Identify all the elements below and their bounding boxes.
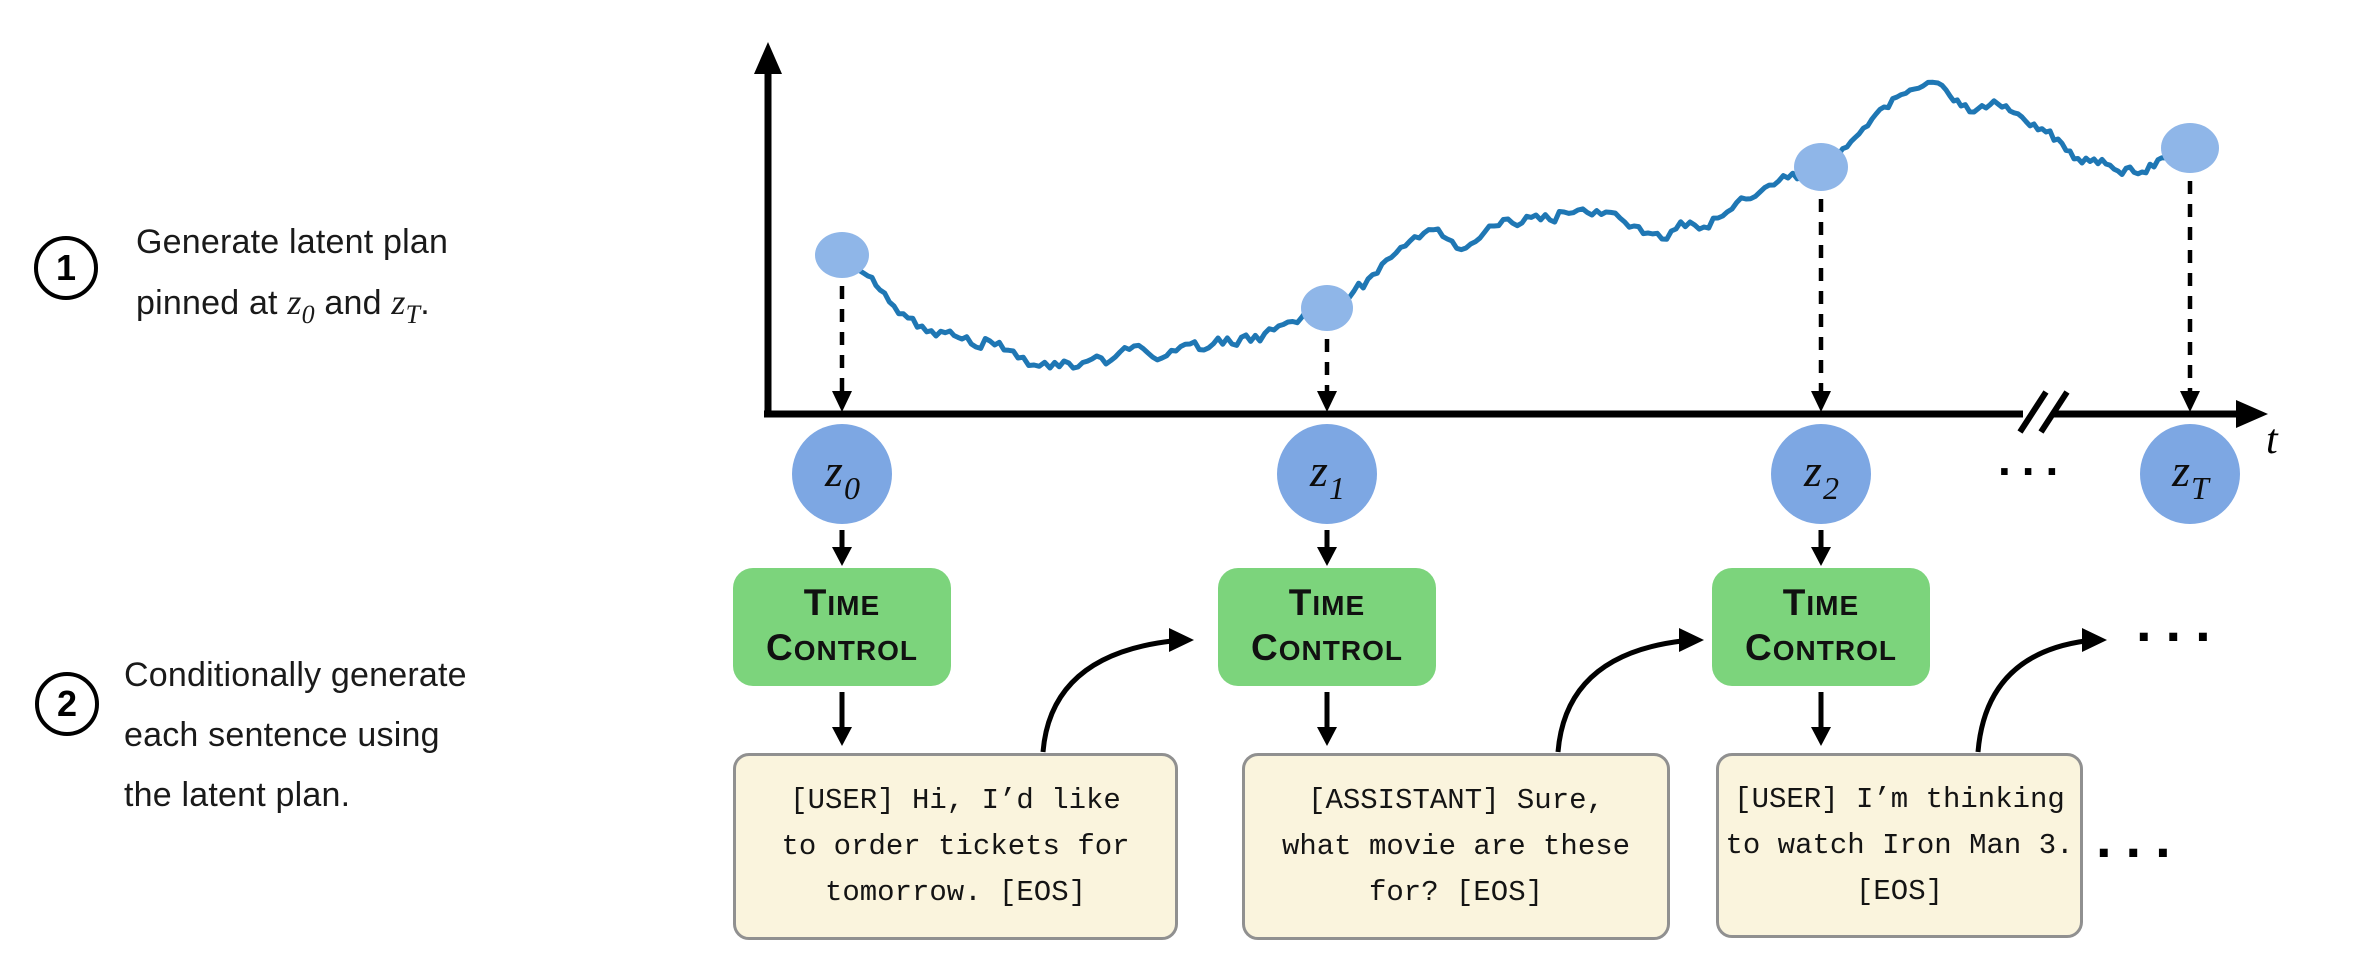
arrowhead-tc3-to-box3-icon: [1811, 727, 1831, 746]
time-control-box-1: Time Control: [733, 568, 951, 686]
latent-circle-z1: z1: [1277, 424, 1377, 524]
time-control-box-3: Time Control: [1712, 568, 1930, 686]
curved-arrowhead-3-icon: [2082, 628, 2107, 652]
curved-arrowhead-1-icon: [1169, 628, 1194, 652]
curve-pinned-dot-2: [1794, 143, 1848, 191]
dialogue-1-line-3: tomorrow. [EOS]: [824, 875, 1087, 909]
arrowhead-tc2-to-box2-icon: [1317, 727, 1337, 746]
math-zT: z: [391, 282, 406, 322]
step-1-description: Generate latent plan pinned at z0 and zT…: [136, 212, 448, 336]
dialogue-box-2: [ASSISTANT] Sure, what movie are these f…: [1242, 753, 1670, 940]
time-control-3-line-2: Control: [1745, 627, 1897, 668]
tc-to-dialogue-arrows: [839, 692, 1824, 732]
arrowhead-tc1-to-box1-icon: [832, 727, 852, 746]
curved-arrowhead-2-icon: [1679, 628, 1704, 652]
x-axis-arrowhead-icon: [2236, 400, 2268, 428]
time-control-box-2: Time Control: [1218, 568, 1436, 686]
dialogue-3-line-3: [EOS]: [1855, 874, 1943, 908]
time-control-row-ellipsis: ...: [2136, 590, 2225, 653]
curved-arrow-box3-to-next: [1975, 638, 2086, 753]
latent-to-tc-arrowheads: [832, 547, 1831, 566]
dashed-arrowhead-z1-icon: [1317, 391, 1337, 412]
curve-pinned-dot-3: [2161, 123, 2219, 173]
dialogue-row-ellipsis: ...: [2096, 806, 2185, 869]
arrowhead-z1-to-tc2-icon: [1317, 547, 1337, 566]
step-1-line-1: Generate latent plan: [136, 223, 449, 261]
y-axis-arrowhead-icon: [754, 42, 782, 74]
dialogue-1-line-1: [USER] Hi, I’d like: [790, 783, 1121, 817]
arrowhead-z0-to-tc1-icon: [832, 547, 852, 566]
latent-circle-z2: z2: [1771, 424, 1871, 524]
curved-feedback-arrows: [1040, 638, 2086, 753]
dashed-arrowhead-zT-icon: [2180, 391, 2200, 412]
step-1-number: 1: [55, 247, 77, 288]
dialogue-1-line-2: to order tickets for: [781, 829, 1130, 863]
dashed-arrowhead-z2-icon: [1811, 391, 1831, 412]
step-2-line-1: Conditionally generate: [124, 656, 467, 694]
dashed-arrowhead-z0-icon: [832, 391, 852, 412]
axes: [754, 42, 2268, 434]
axis-break-slash-2: [2038, 390, 2070, 434]
latent-circle-zT: zT: [2140, 424, 2240, 524]
dialogue-box-3: [USER] I’m thinking to watch Iron Man 3.…: [1716, 753, 2083, 938]
dialogue-2-line-3: for? [EOS]: [1368, 875, 1544, 909]
dialogue-3-line-2: to watch Iron Man 3.: [1725, 828, 2074, 862]
dialogue-2-line-1: [ASSISTANT] Sure,: [1308, 783, 1604, 817]
tc-to-dialogue-arrowheads: [832, 727, 1831, 746]
curved-arrow-box2-to-tc3: [1555, 638, 1683, 753]
math-z0: z: [287, 282, 302, 322]
step-2-line-3: the latent plan.: [124, 776, 351, 814]
latent-circle-z0: z0: [792, 424, 892, 524]
step-2-line-2: each sentence using: [124, 716, 440, 754]
dialogue-box-1: [USER] Hi, I’d like to order tickets for…: [733, 753, 1178, 940]
time-control-3-line-1: Time: [1782, 582, 1860, 623]
axis-break-slash-1: [2017, 390, 2049, 434]
step-1-line-2: pinned at z0 and zT.: [136, 282, 430, 329]
brownian-curve-path: [839, 79, 2193, 371]
dashed-projection-arrows: [839, 181, 2193, 392]
curved-arrow-box1-to-tc2: [1040, 638, 1173, 753]
time-control-1-line-2: Control: [766, 627, 918, 668]
step-2-description: Conditionally generate each sentence usi…: [124, 645, 467, 825]
dialogue-3-line-1: [USER] I’m thinking: [1734, 782, 2065, 816]
brownian-bridge-curve: [815, 79, 2219, 371]
time-control-2-line-2: Control: [1251, 627, 1403, 668]
time-control-2-line-1: Time: [1288, 582, 1366, 623]
curve-pinned-dot-0: [815, 232, 869, 278]
curve-pinned-dot-1: [1301, 285, 1353, 331]
t-axis-label: t: [2266, 417, 2278, 463]
step-1-number-circle: 1: [34, 236, 98, 300]
curved-arrowheads: [1169, 628, 2107, 652]
step-2-number-circle: 2: [35, 672, 99, 736]
latent-row-ellipsis: ...: [1998, 433, 2070, 485]
step-2-number: 2: [56, 683, 78, 724]
dialogue-2-line-2: what movie are these: [1281, 829, 1631, 863]
time-control-1-line-1: Time: [803, 582, 881, 623]
arrowhead-z2-to-tc3-icon: [1811, 547, 1831, 566]
dashed-arrowheads: [832, 391, 2200, 412]
